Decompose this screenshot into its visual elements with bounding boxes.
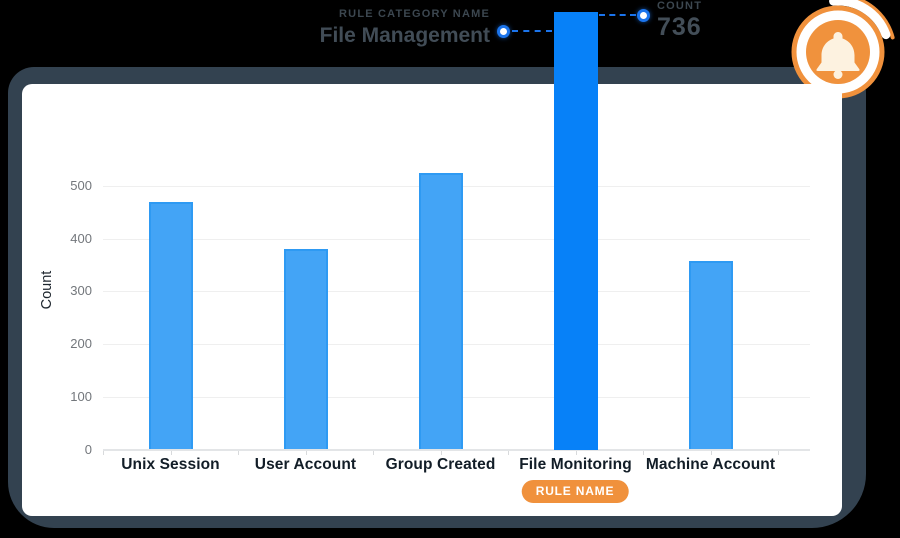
bar-group-created[interactable] xyxy=(418,172,463,450)
count-label: COUNT xyxy=(657,0,703,12)
rule-category-callout: RULE CATEGORY NAME File Management xyxy=(320,8,490,48)
bell-notification-icon[interactable] xyxy=(778,0,898,112)
bar-user-account[interactable] xyxy=(283,249,328,450)
rule-name-badge: RULE NAME xyxy=(521,480,629,503)
icon-outer-arc xyxy=(854,0,895,40)
bell-clapper xyxy=(833,70,843,79)
count-value: 736 xyxy=(657,13,702,41)
bell-icon-svg xyxy=(791,0,895,99)
count-callout: COUNT 736 xyxy=(657,0,702,42)
rule-category-label: RULE CATEGORY NAME xyxy=(339,8,490,20)
bar-machine-account[interactable] xyxy=(688,260,733,450)
rule-category-value: File Management xyxy=(319,24,490,47)
bell-glyph xyxy=(816,32,860,71)
connector-dot-right xyxy=(637,9,650,22)
bar-unix-session[interactable] xyxy=(148,201,193,450)
connector-line-right xyxy=(599,14,636,16)
connector-dot-left xyxy=(497,25,510,38)
connector-line-left xyxy=(512,30,552,32)
bar-file-monitoring[interactable] xyxy=(553,12,598,450)
y-axis-title: Count xyxy=(39,270,55,310)
icon-white-swoosh xyxy=(829,0,891,40)
